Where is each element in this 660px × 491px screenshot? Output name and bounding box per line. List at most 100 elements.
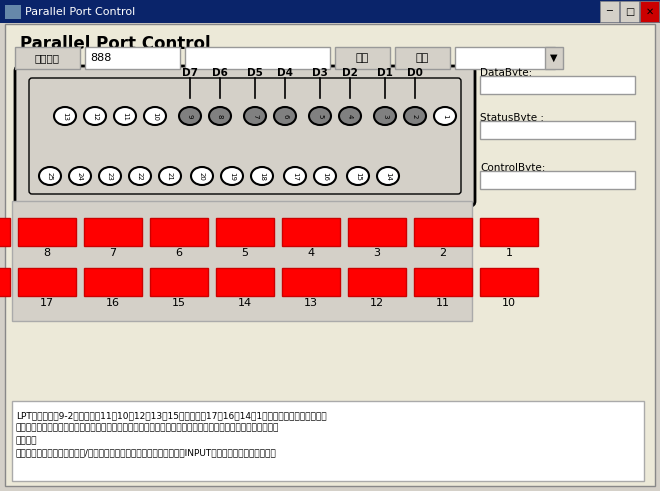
- Ellipse shape: [69, 167, 91, 185]
- Text: 12: 12: [92, 111, 98, 120]
- Text: 15: 15: [355, 171, 361, 180]
- Text: D0: D0: [407, 68, 423, 78]
- Text: ControlByte:: ControlByte:: [480, 163, 545, 173]
- Text: 22: 22: [137, 172, 143, 180]
- FancyBboxPatch shape: [480, 121, 635, 139]
- Text: StatusByte :: StatusByte :: [480, 113, 544, 123]
- FancyBboxPatch shape: [18, 218, 76, 246]
- Ellipse shape: [129, 167, 151, 185]
- FancyBboxPatch shape: [0, 268, 10, 296]
- Text: 10: 10: [152, 111, 158, 120]
- Ellipse shape: [244, 107, 266, 125]
- Text: 15: 15: [172, 298, 186, 308]
- Text: 2: 2: [412, 114, 418, 118]
- Text: D1: D1: [377, 68, 393, 78]
- FancyBboxPatch shape: [150, 218, 208, 246]
- Ellipse shape: [274, 107, 296, 125]
- Ellipse shape: [99, 167, 121, 185]
- Text: 17: 17: [292, 171, 298, 181]
- FancyBboxPatch shape: [216, 268, 274, 296]
- Text: 17: 17: [40, 298, 54, 308]
- Text: 13: 13: [304, 298, 318, 308]
- Text: D3: D3: [312, 68, 328, 78]
- Text: 6: 6: [282, 114, 288, 118]
- Ellipse shape: [434, 107, 456, 125]
- Text: LPT引脚说明：9-2数据引脚；11、10、12、13、15状态引脚；17、16、14、1控制引脚；其他为接地引脚
使用说明：按钮红色表示未开启状态，绿色表示输: LPT引脚说明：9-2数据引脚；11、10、12、13、15状态引脚；17、16…: [16, 411, 327, 458]
- Ellipse shape: [314, 167, 336, 185]
- FancyBboxPatch shape: [282, 218, 340, 246]
- Text: DataByte:: DataByte:: [480, 68, 532, 78]
- FancyBboxPatch shape: [640, 1, 659, 22]
- Text: 6: 6: [176, 248, 183, 258]
- Text: 14: 14: [385, 171, 391, 180]
- Text: 8: 8: [217, 114, 223, 118]
- FancyBboxPatch shape: [18, 268, 76, 296]
- Text: Parallel Port Control: Parallel Port Control: [20, 35, 211, 53]
- FancyBboxPatch shape: [84, 218, 142, 246]
- Text: D6: D6: [212, 68, 228, 78]
- Text: 16: 16: [106, 298, 120, 308]
- Text: 写入: 写入: [355, 53, 369, 63]
- FancyBboxPatch shape: [335, 47, 390, 69]
- Ellipse shape: [251, 167, 273, 185]
- FancyBboxPatch shape: [480, 171, 635, 189]
- Ellipse shape: [309, 107, 331, 125]
- FancyBboxPatch shape: [414, 218, 472, 246]
- FancyBboxPatch shape: [29, 78, 461, 194]
- Text: 3: 3: [382, 114, 388, 118]
- Text: ✕: ✕: [645, 6, 653, 17]
- FancyBboxPatch shape: [5, 5, 21, 19]
- Text: 11: 11: [122, 111, 128, 120]
- Ellipse shape: [221, 167, 243, 185]
- FancyBboxPatch shape: [12, 401, 644, 481]
- Ellipse shape: [179, 107, 201, 125]
- FancyBboxPatch shape: [0, 218, 10, 246]
- Text: 4: 4: [308, 248, 315, 258]
- Ellipse shape: [377, 167, 399, 185]
- Ellipse shape: [114, 107, 136, 125]
- FancyBboxPatch shape: [84, 268, 142, 296]
- FancyBboxPatch shape: [480, 218, 538, 246]
- Text: 24: 24: [77, 172, 83, 180]
- FancyBboxPatch shape: [216, 218, 274, 246]
- Text: 23: 23: [107, 171, 113, 180]
- FancyBboxPatch shape: [620, 1, 639, 22]
- Ellipse shape: [159, 167, 181, 185]
- FancyBboxPatch shape: [85, 47, 180, 69]
- FancyBboxPatch shape: [348, 218, 406, 246]
- Text: 5: 5: [242, 248, 249, 258]
- Text: 11: 11: [436, 298, 450, 308]
- FancyBboxPatch shape: [5, 24, 655, 486]
- Ellipse shape: [144, 107, 166, 125]
- Ellipse shape: [191, 167, 213, 185]
- Text: 20: 20: [199, 171, 205, 180]
- FancyBboxPatch shape: [395, 47, 450, 69]
- Text: 14: 14: [238, 298, 252, 308]
- Ellipse shape: [39, 167, 61, 185]
- Text: 1: 1: [442, 114, 448, 118]
- Text: 4: 4: [347, 114, 353, 118]
- Text: D5: D5: [247, 68, 263, 78]
- Text: D7: D7: [182, 68, 198, 78]
- Ellipse shape: [84, 107, 106, 125]
- Text: Parallel Port Control: Parallel Port Control: [25, 7, 135, 17]
- FancyBboxPatch shape: [15, 47, 80, 69]
- Text: 25: 25: [47, 172, 53, 180]
- FancyBboxPatch shape: [545, 47, 563, 69]
- FancyBboxPatch shape: [185, 47, 330, 69]
- Text: 888: 888: [90, 53, 112, 63]
- Text: 18: 18: [259, 171, 265, 181]
- Text: 读取: 读取: [415, 53, 428, 63]
- Text: 关闭监听: 关闭监听: [34, 53, 59, 63]
- Text: 2: 2: [440, 248, 447, 258]
- Ellipse shape: [209, 107, 231, 125]
- FancyBboxPatch shape: [455, 47, 555, 69]
- Ellipse shape: [374, 107, 396, 125]
- Text: 13: 13: [62, 111, 68, 120]
- FancyBboxPatch shape: [480, 76, 635, 94]
- Text: 10: 10: [502, 298, 516, 308]
- Ellipse shape: [54, 107, 76, 125]
- Text: 9: 9: [187, 114, 193, 118]
- Text: 12: 12: [370, 298, 384, 308]
- Text: 19: 19: [229, 171, 235, 181]
